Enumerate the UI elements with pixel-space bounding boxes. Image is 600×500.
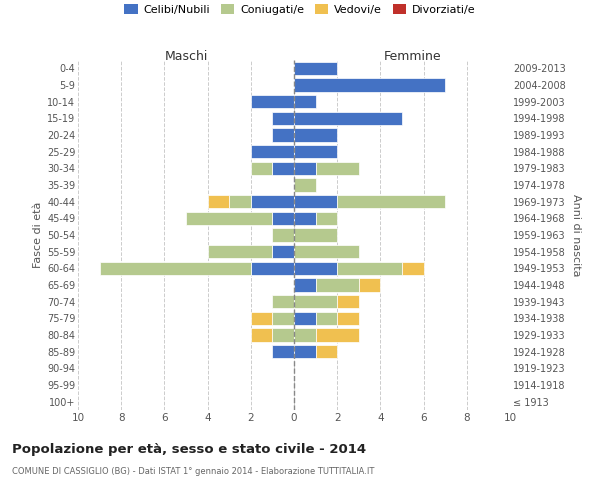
Bar: [272, 312, 294, 325]
Bar: [402, 262, 424, 275]
Bar: [294, 78, 445, 92]
Bar: [294, 145, 337, 158]
Bar: [272, 328, 294, 342]
Bar: [359, 278, 380, 291]
Bar: [208, 195, 229, 208]
Bar: [251, 162, 272, 175]
Bar: [294, 212, 316, 225]
Bar: [272, 212, 294, 225]
Bar: [251, 262, 294, 275]
Y-axis label: Fasce di età: Fasce di età: [32, 202, 43, 268]
Bar: [337, 262, 402, 275]
Bar: [272, 245, 294, 258]
Bar: [294, 112, 402, 125]
Text: COMUNE DI CASSIGLIO (BG) - Dati ISTAT 1° gennaio 2014 - Elaborazione TUTTITALIA.: COMUNE DI CASSIGLIO (BG) - Dati ISTAT 1°…: [12, 468, 374, 476]
Bar: [294, 278, 316, 291]
Bar: [229, 195, 251, 208]
Bar: [316, 162, 359, 175]
Bar: [294, 345, 316, 358]
Bar: [272, 112, 294, 125]
Bar: [251, 195, 294, 208]
Bar: [294, 295, 337, 308]
Bar: [186, 212, 272, 225]
Bar: [294, 328, 316, 342]
Bar: [251, 95, 294, 108]
Bar: [294, 178, 316, 192]
Bar: [294, 262, 337, 275]
Text: Maschi: Maschi: [164, 50, 208, 64]
Text: Popolazione per età, sesso e stato civile - 2014: Popolazione per età, sesso e stato civil…: [12, 442, 366, 456]
Bar: [316, 278, 359, 291]
Bar: [208, 245, 272, 258]
Bar: [100, 262, 251, 275]
Bar: [294, 245, 359, 258]
Bar: [316, 212, 337, 225]
Bar: [316, 312, 337, 325]
Bar: [272, 345, 294, 358]
Bar: [251, 328, 272, 342]
Bar: [316, 328, 359, 342]
Bar: [251, 145, 294, 158]
Bar: [316, 345, 337, 358]
Bar: [294, 128, 337, 141]
Bar: [337, 195, 445, 208]
Legend: Celibi/Nubili, Coniugati/e, Vedovi/e, Divorziati/e: Celibi/Nubili, Coniugati/e, Vedovi/e, Di…: [120, 0, 480, 20]
Bar: [337, 312, 359, 325]
Bar: [294, 95, 316, 108]
Text: Femmine: Femmine: [384, 50, 442, 64]
Bar: [294, 195, 337, 208]
Bar: [272, 295, 294, 308]
Bar: [294, 312, 316, 325]
Bar: [337, 295, 359, 308]
Bar: [272, 228, 294, 241]
Bar: [272, 128, 294, 141]
Y-axis label: Anni di nascita: Anni di nascita: [571, 194, 581, 276]
Bar: [294, 162, 316, 175]
Bar: [294, 228, 337, 241]
Bar: [272, 162, 294, 175]
Bar: [294, 62, 337, 75]
Bar: [251, 312, 272, 325]
